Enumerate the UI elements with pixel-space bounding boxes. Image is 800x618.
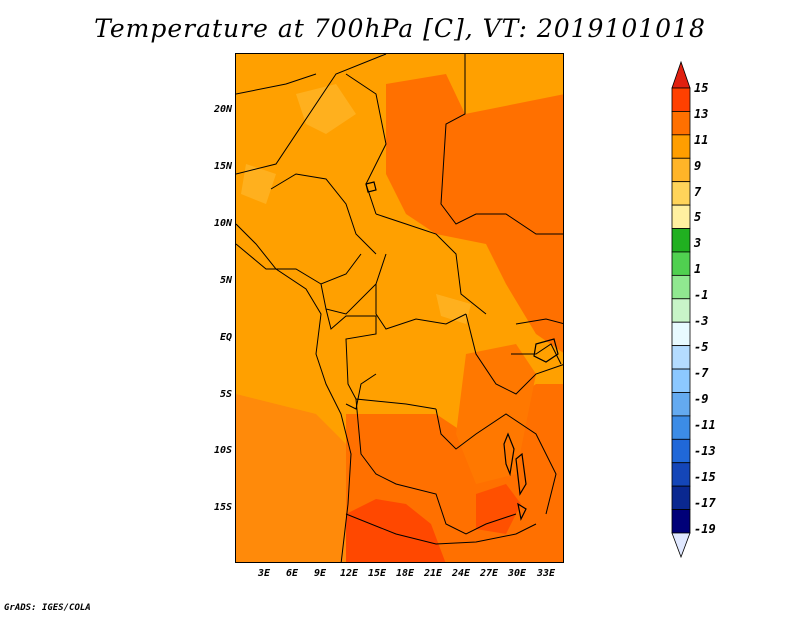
colorbar-label: 13 [694,107,709,121]
fill-11-13-east [456,344,536,484]
lat-label: 5N [219,275,232,286]
colorbar-box [671,485,691,510]
lon-label: 15E [367,568,387,579]
colorbar-label: -11 [694,418,716,432]
colorbar-box [671,274,691,300]
country-borders [236,54,563,545]
lat-label: 10S [213,445,232,456]
map-canvas [236,54,563,562]
lon-label: 3E [257,568,271,579]
lat-label: 15S [213,502,232,513]
colorbar-label: 5 [694,210,702,224]
colorbar-box [671,345,691,370]
lon-label: 6E [285,568,299,579]
fill-ocean [236,394,356,562]
lat-label: 20N [213,104,232,115]
lat-label: 15N [213,161,232,172]
fill-7-9-north [296,84,356,134]
colorbar-box [671,438,691,464]
lon-label: 30E [507,568,527,579]
colorbar-box [671,134,691,159]
colorbar-label: -3 [694,314,709,328]
colorbar [671,60,691,559]
colorbar-box [671,181,691,206]
colorbar-label: -19 [694,522,716,536]
colorbar-box [671,321,691,347]
colorbar-box [671,251,691,276]
colorbar-box [671,157,691,183]
fill-7-9-west [241,164,276,204]
colorbar-label: -9 [694,392,709,406]
lon-label: 21E [423,568,443,579]
fill-13-15-south [346,499,446,562]
colorbar-label: -13 [694,444,716,458]
colorbar-label: 11 [694,133,709,147]
colorbar-label: 3 [694,236,702,250]
colorbar-bottom-arrow [671,532,691,559]
lon-label: 33E [536,568,556,579]
colorbar-box [671,462,691,487]
colorbar-label: -7 [694,366,709,380]
colorbar-box [671,87,691,112]
fill-7-9-central [436,294,471,324]
colorbar-box [671,204,691,229]
colorbar-boxes [671,87,691,534]
lat-label: EQ [219,332,232,343]
temperature-map [235,53,564,563]
colorbar-label: -17 [694,496,716,510]
colorbar-box [671,111,691,136]
lakes [365,181,559,521]
grads-credit: GrADS: IGES/COLA [4,603,91,613]
lon-label: 24E [451,568,471,579]
colorbar-label: 15 [694,81,709,95]
colorbar-box [671,392,691,417]
lon-label: 9E [313,568,327,579]
fill-11-13-north [386,74,563,353]
colorbar-label: -5 [694,340,709,354]
chart-title: Temperature at 700hPa [C], VT: 201910101… [94,14,706,43]
colorbar-box [671,415,691,440]
lat-label: 10N [213,218,232,229]
lon-label: 12E [339,568,359,579]
lat-label: 5S [219,389,232,400]
colorbar-box [671,298,691,323]
colorbar-box [671,228,691,253]
colorbar-label: -1 [694,288,709,302]
colorbar-top-arrow [671,60,691,89]
coastline [236,223,352,562]
fill-13-15-southeast [476,484,521,534]
lon-label: 18E [395,568,415,579]
lon-label: 27E [479,568,499,579]
colorbar-label: 9 [694,159,702,173]
colorbar-label: 1 [694,262,702,276]
colorbar-box [671,368,691,393]
colorbar-box [671,509,691,534]
colorbar-label: 7 [694,185,702,199]
colorbar-label: -15 [694,470,716,484]
